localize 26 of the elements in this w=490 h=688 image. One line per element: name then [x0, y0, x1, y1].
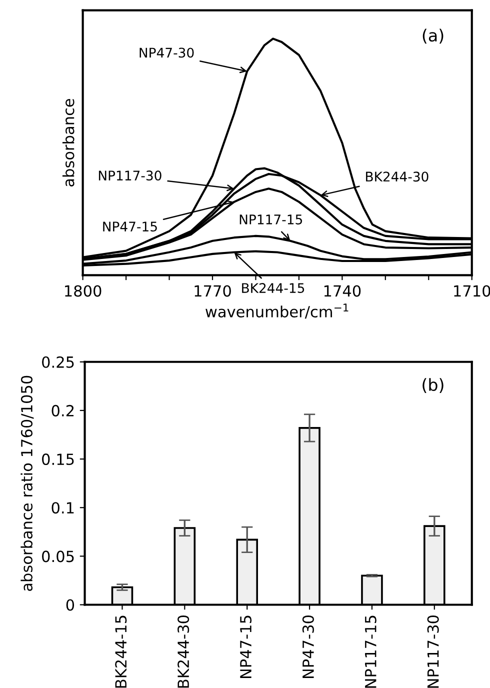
x-tick-label: 1710 [454, 285, 490, 297]
annotation: NP117-30 [98, 170, 162, 181]
annotation: (a) [422, 28, 444, 44]
annotation: NP117-15 [240, 214, 302, 224]
annotation: NP47-15 [103, 222, 157, 232]
y-tick-label: 0 [66, 599, 74, 611]
x-tick-label: NP47-30 [302, 615, 314, 678]
x-tick-label: NP117-15 [365, 616, 376, 688]
x-tick-label: NP47-15 [240, 616, 252, 678]
y-tick-label: 0.1 [52, 502, 74, 514]
x-axis-title: wavenumber/cm$^{−1}$ [206, 304, 348, 319]
x-tick-label: 1800 [65, 285, 102, 297]
y-tick-label: 0.15 [42, 454, 74, 466]
y-tick-label: 0.25 [42, 356, 74, 368]
annotation: (b) [422, 378, 444, 393]
y-axis-title: absorbance [62, 98, 74, 186]
x-tick-label: BK244-30 [178, 615, 190, 688]
x-tick-label: 1770 [194, 285, 231, 297]
x-tick-label: BK244-15 [115, 616, 127, 688]
annotation: NP47-30 [140, 48, 194, 58]
x-tick-label: 1740 [324, 285, 361, 297]
annotation: BK244-30 [366, 172, 428, 182]
y-tick-label: 0.2 [52, 404, 74, 416]
y-axis-title: absorbance ratio 1760/1050 [20, 376, 34, 591]
x-tick-label: NP117-30 [427, 615, 439, 688]
y-tick-label: 0.05 [42, 550, 74, 562]
